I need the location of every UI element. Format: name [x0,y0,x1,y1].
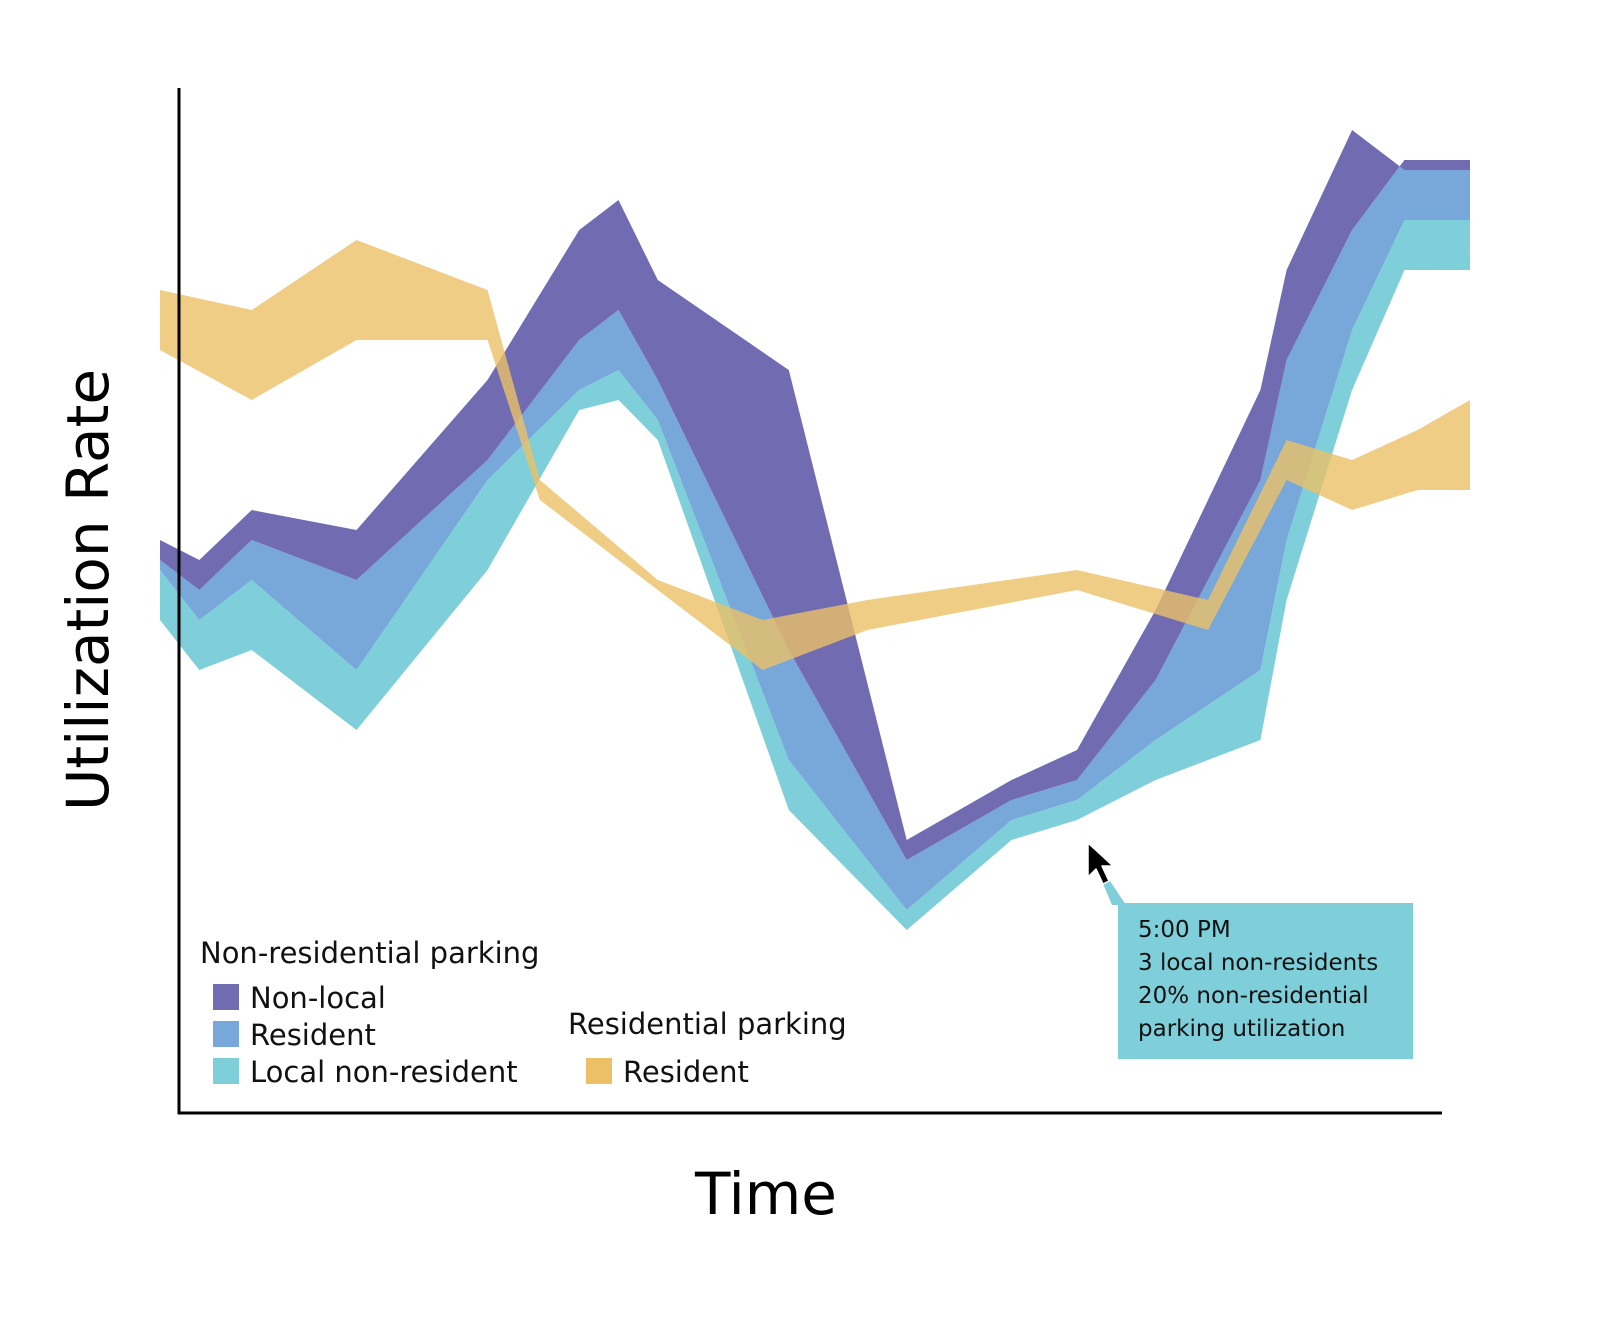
legend-label-local-non-resident: Local non-resident [250,1055,518,1089]
callout-line-3: 20% non-residential [1138,983,1369,1009]
callout-box [1118,903,1413,1059]
legend-swatch-resident-residential [586,1058,612,1084]
plot-area [160,130,1470,930]
cursor-arrow-icon [1087,842,1114,885]
legend-swatch-resident-nonres [213,1021,239,1047]
area-resident-1 [160,160,1470,910]
legend: Non-residential parking Non-local Reside… [200,936,847,1089]
y-axis-title: Utilization Rate [54,369,122,811]
legend-label-resident-nonres: Resident [250,1018,376,1052]
area-local-non-resident-0 [160,220,1470,930]
annotation: 5:00 PM 3 local non-residents 20% non-re… [1087,842,1413,1059]
legend-swatch-local-non-resident [213,1058,239,1084]
callout-line-1: 5:00 PM [1138,917,1231,943]
legend-swatch-non-local [213,984,239,1010]
legend-label-resident-residential: Resident [623,1055,749,1089]
callout-line-4: parking utilization [1138,1016,1345,1042]
legend-label-non-local: Non-local [250,981,386,1015]
legend-group-title-residential: Residential parking [568,1007,847,1041]
callout-line-2: 3 local non-residents [1138,950,1378,976]
legend-group-title-non-residential: Non-residential parking [200,936,539,970]
x-axis-title: Time [694,1160,837,1228]
area-non-local-2 [160,130,1470,860]
